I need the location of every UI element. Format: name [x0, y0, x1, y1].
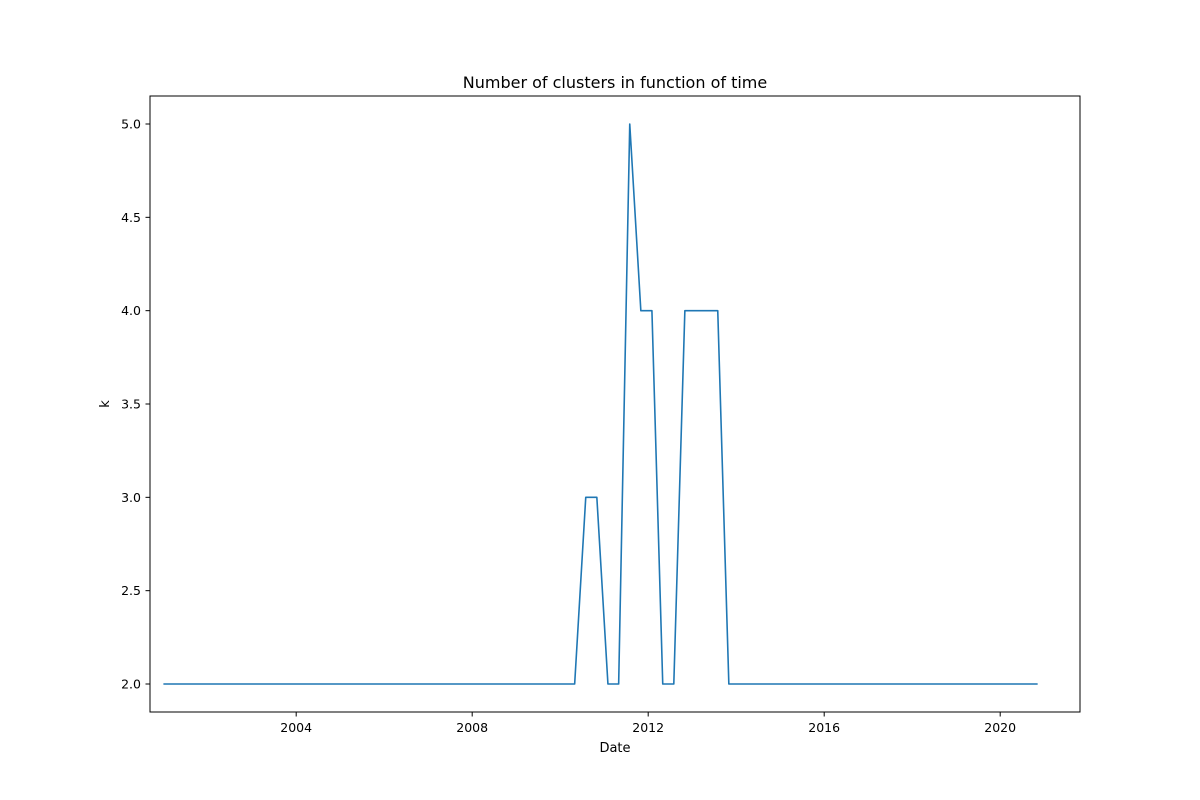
plot-frame — [149, 95, 1081, 713]
x-axis-label: Date — [599, 741, 630, 756]
y-tick-label: 4.5 — [121, 210, 141, 225]
series-line — [163, 123, 1038, 685]
x-tick-label: 2020 — [984, 720, 1016, 735]
y-axis-label: k — [98, 400, 113, 408]
x-tick-label: 2008 — [456, 720, 488, 735]
ticks-layer: 2004 2008 2012 2016 2020 2.0 2.5 3.0 3.5 4.0 4.5 5.… — [121, 117, 1016, 736]
chart-title: Number of clusters in function of time — [463, 73, 767, 92]
y-tick-label: 3.0 — [121, 490, 141, 505]
plot-layer — [163, 123, 1038, 685]
x-tick-label: 2004 — [280, 720, 312, 735]
y-tick-label: 4.0 — [121, 303, 141, 318]
y-tick-label: 3.5 — [121, 397, 141, 412]
x-tick-label: 2012 — [632, 720, 664, 735]
y-tick-label: 2.0 — [121, 677, 141, 692]
x-tick-label: 2016 — [808, 720, 840, 735]
y-tick-label: 5.0 — [121, 117, 141, 132]
y-tick-label: 2.5 — [121, 583, 141, 598]
